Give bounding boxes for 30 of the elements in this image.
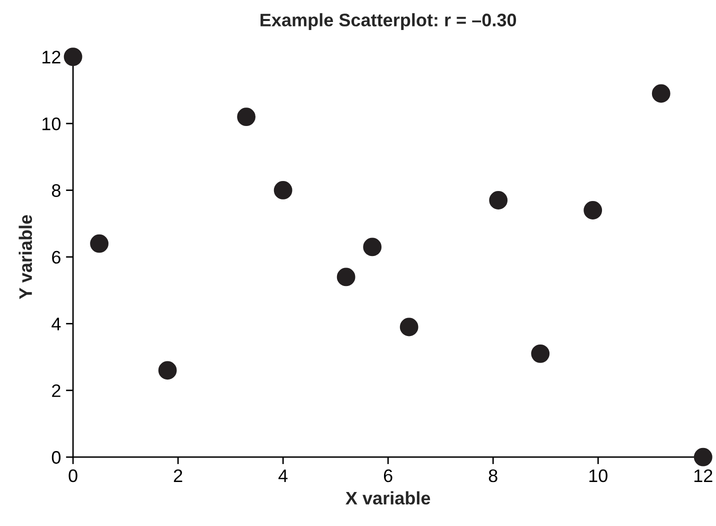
point (584, 201, 602, 220)
y-tick-label: 2 (52, 384, 60, 397)
y-axis-title: Y variable (18, 215, 32, 300)
x-tick-label: 8 (488, 469, 498, 482)
y-tick-label: 10 (42, 117, 61, 130)
y-tick-label: 0 (52, 451, 61, 464)
point (694, 448, 712, 466)
chart-title: Example Scatterplot: r = –0.30 (260, 13, 516, 30)
y-tick-label: 12 (42, 50, 60, 64)
point (363, 238, 382, 256)
point (652, 84, 670, 103)
point (90, 234, 108, 253)
point (489, 191, 508, 210)
x-tick-label: 0 (68, 469, 78, 482)
point (237, 108, 256, 126)
x-tick-label: 6 (384, 469, 392, 482)
point (336, 268, 356, 286)
y-tick-label: 6 (52, 250, 60, 264)
point (274, 181, 292, 200)
point (531, 344, 550, 363)
y-tick-label: 8 (52, 184, 60, 197)
x-tick-label: 12 (694, 469, 712, 482)
x-tick-label: 10 (589, 469, 608, 482)
x-tick-label: 2 (174, 469, 182, 482)
point (400, 318, 418, 336)
x-axis-title: X variable (346, 491, 430, 505)
y-tick-label: 4 (52, 318, 61, 330)
x-tick-label: 4 (278, 470, 288, 482)
point (158, 361, 177, 380)
point (64, 48, 82, 66)
